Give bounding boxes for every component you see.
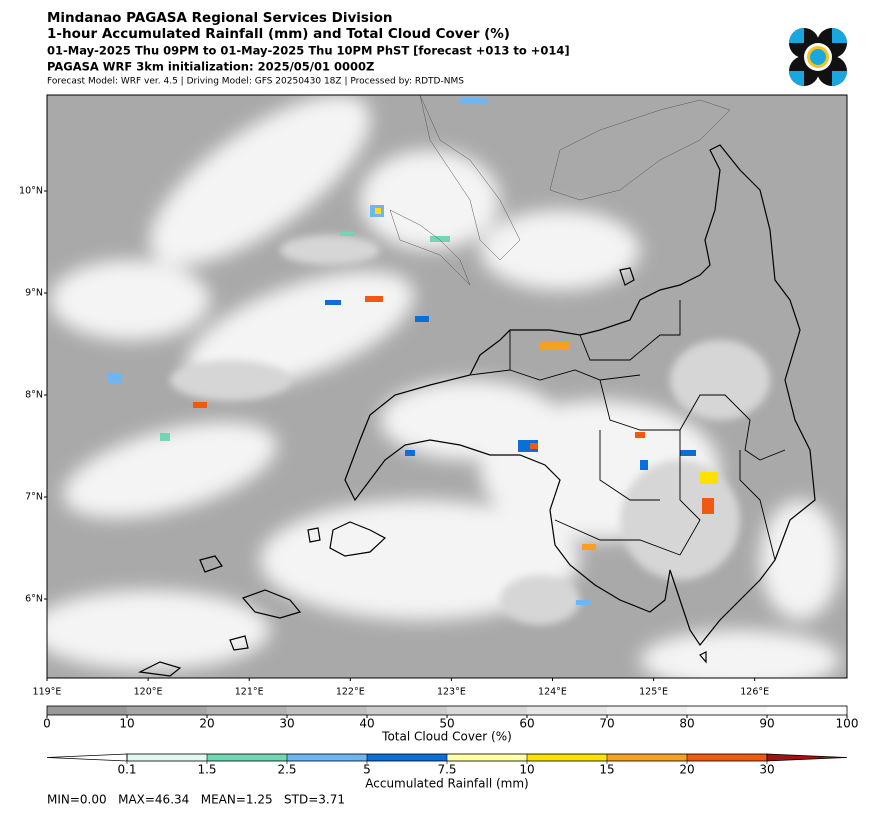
cloud-tick-label: 90 — [759, 717, 774, 731]
rain-tick-label: 10 — [519, 763, 534, 777]
rain-color-segment — [607, 754, 687, 761]
rain-color-segment — [287, 754, 367, 761]
rain-color-segment — [367, 754, 447, 761]
cloud-tick-label: 80 — [679, 717, 694, 731]
rain-cells — [108, 98, 718, 605]
lon-label: 120°E — [134, 687, 163, 698]
rain-color-segment — [207, 754, 287, 761]
cloud-tick-label: 20 — [199, 717, 214, 731]
rain-tick-label: 5 — [363, 763, 371, 777]
period: 01-May-2025 Thu 09PM to 01-May-2025 Thu … — [47, 44, 570, 58]
lat-label: 8°N — [25, 390, 43, 401]
lon-label: 125°E — [639, 687, 668, 698]
init-time: PAGASA WRF 3km initialization: 2025/05/0… — [47, 60, 374, 74]
chart-title: 1-hour Accumulated Rainfall (mm) and Tot… — [47, 26, 510, 42]
cloud-color-segment — [367, 706, 447, 715]
lon-label: 119°E — [33, 687, 62, 698]
rain-tick-label: 30 — [759, 763, 774, 777]
lat-label: 9°N — [25, 288, 43, 299]
cloud-color-segment — [47, 706, 127, 715]
rain-extend-high — [766, 753, 848, 762]
lat-label: 6°N — [25, 594, 43, 605]
model-info: Forecast Model: WRF ver. 4.5 | Driving M… — [47, 77, 464, 87]
cloud-color-segment — [207, 706, 287, 715]
statistics: MIN=0.00 MAX=46.34 MEAN=1.25 STD=3.71 — [47, 793, 345, 807]
rain-color-segment — [127, 754, 207, 761]
lon-label: 124°E — [538, 687, 567, 698]
lon-label: 122°E — [336, 687, 365, 698]
cloud-tick-label: 100 — [836, 717, 859, 731]
rain-color-segment — [527, 754, 607, 761]
cloud-tick-label: 60 — [519, 717, 534, 731]
cloud-tick-label: 10 — [119, 717, 134, 731]
lon-label: 121°E — [235, 687, 264, 698]
cloud-color-segment — [687, 706, 767, 715]
rain-tick-label: 0.1 — [117, 763, 136, 777]
lat-label: 7°N — [25, 492, 43, 503]
cloud-tick-label: 0 — [43, 717, 51, 731]
cloud-colorbar-label: Total Cloud Cover (%) — [381, 730, 512, 744]
rain-colorbar-label: Accumulated Rainfall (mm) — [365, 777, 528, 791]
lon-label: 126°E — [740, 687, 769, 698]
cloud-color-segment — [527, 706, 607, 715]
logo — [789, 28, 847, 86]
rain-tick-label: 15 — [599, 763, 614, 777]
cloud-color-segment — [287, 706, 367, 715]
cloud-color-segment — [447, 706, 527, 715]
cloud-color-segment — [767, 706, 847, 715]
lat-label: 10°N — [19, 186, 43, 197]
map-frame — [46, 94, 848, 679]
cloud-tick-label: 40 — [359, 717, 374, 731]
org-title: Mindanao PAGASA Regional Services Divisi… — [47, 10, 392, 26]
coastlines — [137, 95, 816, 677]
cloud-color-segment — [607, 706, 687, 715]
rain-extend-low — [46, 753, 128, 762]
cloud-color-segment — [127, 706, 207, 715]
cloud-tick-label: 50 — [439, 717, 454, 731]
rain-color-segment — [447, 754, 527, 761]
rain-tick-label: 1.5 — [197, 763, 216, 777]
cloud-tick-label: 30 — [279, 717, 294, 731]
rain-tick-label: 20 — [679, 763, 694, 777]
map — [47, 95, 847, 678]
lon-label: 123°E — [437, 687, 466, 698]
rain-color-segment — [687, 754, 767, 761]
rain-tick-label: 7.5 — [437, 763, 456, 777]
cloud-tick-label: 70 — [599, 717, 614, 731]
rain-tick-label: 2.5 — [277, 763, 296, 777]
